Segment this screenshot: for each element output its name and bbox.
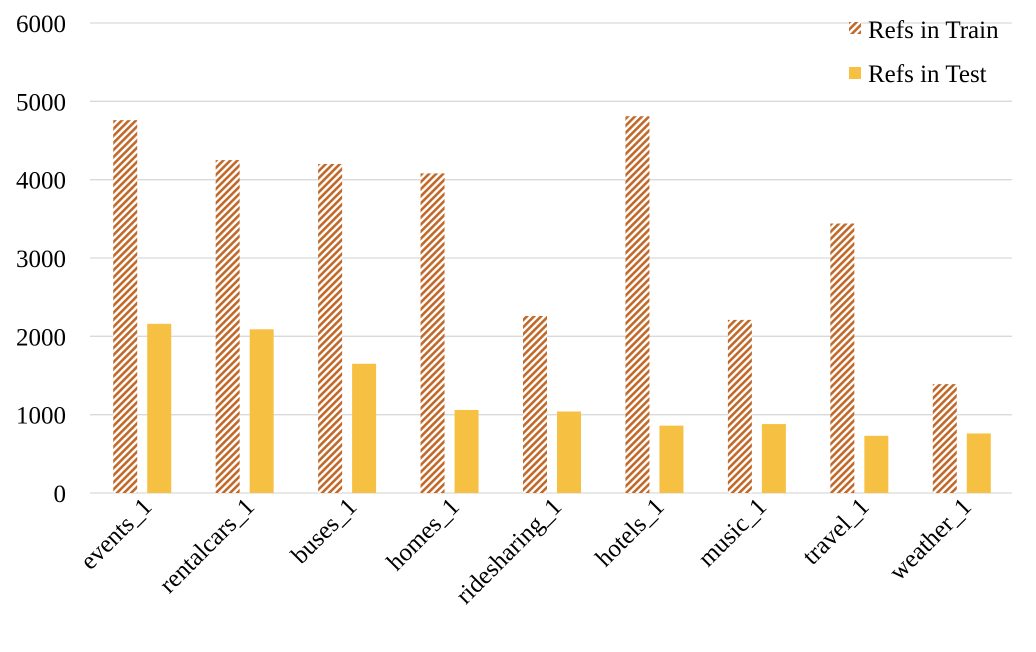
x-tick-label: buses_1 [286, 493, 362, 569]
bar-train-hotels-1 [625, 116, 650, 493]
x-tick-label: ridesharing_1 [451, 493, 567, 609]
x-tick-label: events_1 [76, 493, 158, 575]
legend-label-train: Refs in Train [868, 17, 999, 44]
bar-test-rentalcars-1 [249, 329, 274, 493]
bar-train-music-1 [727, 319, 752, 493]
bar-test-weather-1 [966, 433, 991, 493]
y-tick-label: 4000 [16, 168, 66, 195]
y-tick-label: 0 [54, 481, 67, 508]
bar-test-buses-1 [352, 363, 377, 493]
x-tick-label: music_1 [693, 493, 772, 572]
legend-label-test: Refs in Test [868, 61, 987, 88]
x-tick-label: homes_1 [382, 493, 465, 576]
bar-train-rentalcars-1 [215, 160, 240, 494]
bar-train-ridesharing-1 [523, 315, 547, 493]
bar-test-ridesharing-1 [557, 411, 581, 493]
y-tick-label: 2000 [16, 324, 66, 351]
bar-train-weather-1 [932, 384, 957, 493]
legend-swatch-train [849, 22, 861, 34]
y-tick-label: 1000 [16, 403, 66, 430]
x-tick-label: travel_1 [798, 493, 875, 570]
legend: Refs in Train Refs in Test [849, 17, 999, 88]
bar-test-events-1 [147, 323, 172, 493]
gridlines [90, 22, 1012, 494]
y-tick-label: 5000 [16, 89, 66, 116]
bars [113, 116, 991, 494]
bar-test-music-1 [761, 424, 786, 493]
x-tick-label: hotels_1 [591, 493, 670, 572]
bar-train-homes-1 [420, 173, 445, 493]
bar-test-travel-1 [864, 435, 889, 493]
y-tick-label: 3000 [16, 246, 66, 273]
x-tick-label: rentalcars_1 [154, 493, 259, 598]
y-axis-ticks: 0 1000 2000 3000 4000 5000 6000 [16, 11, 66, 508]
bar-train-travel-1 [830, 223, 855, 494]
legend-swatch-test [849, 67, 861, 79]
bar-test-hotels-1 [659, 425, 684, 493]
bar-train-events-1 [113, 120, 138, 493]
x-tick-label: weather_1 [884, 493, 977, 586]
y-tick-label: 6000 [16, 11, 66, 38]
bar-train-buses-1 [318, 164, 343, 493]
bar-test-homes-1 [454, 409, 479, 493]
